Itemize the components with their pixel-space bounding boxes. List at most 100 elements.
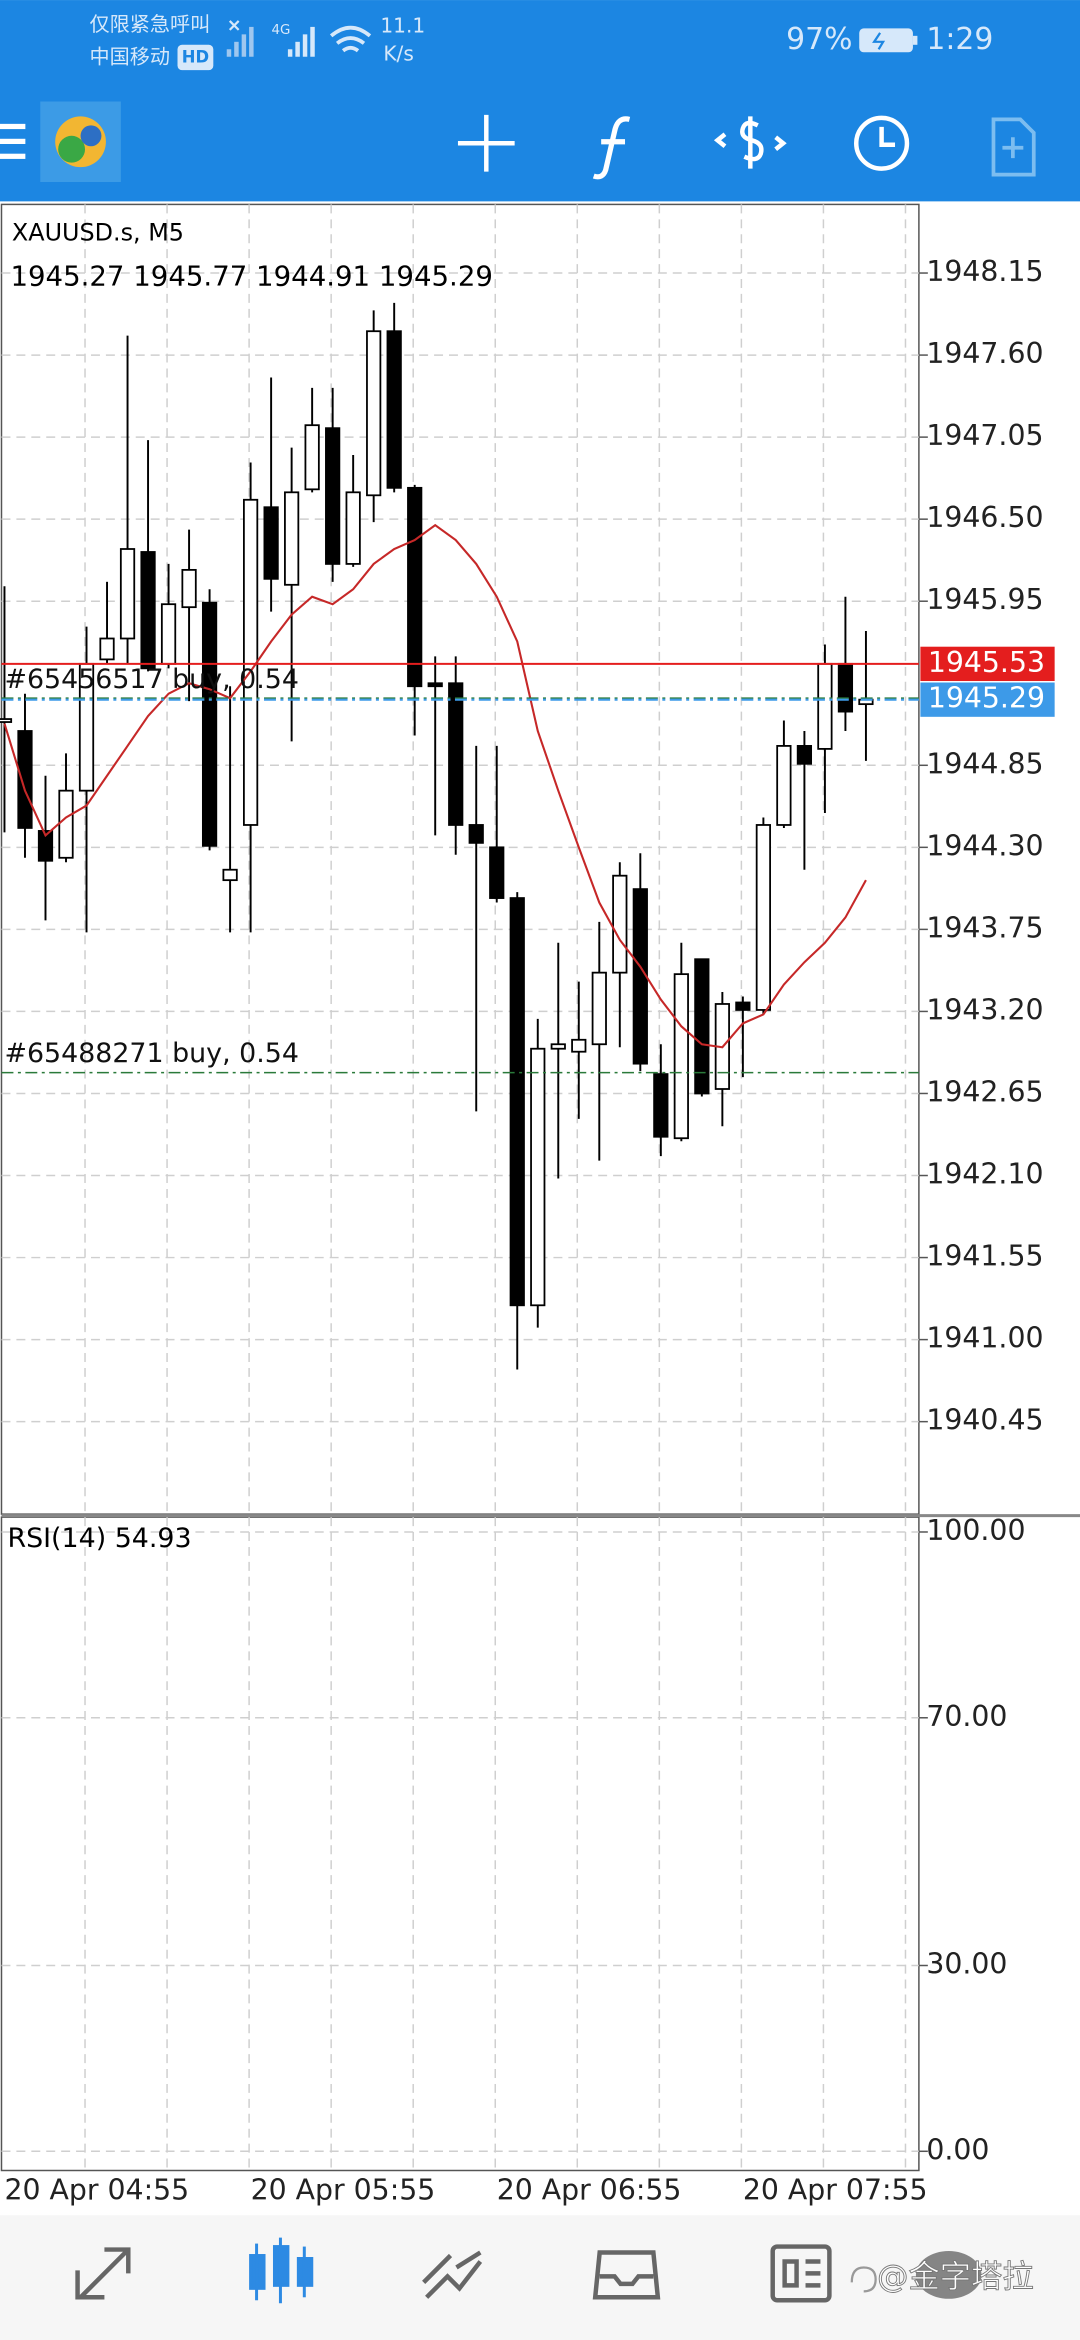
battery-icon xyxy=(859,28,918,53)
candle-body xyxy=(140,551,156,670)
candle-body xyxy=(796,745,813,765)
y-tick-label: 1944.85 xyxy=(926,747,1043,780)
chart-title: XAUUSD.s, M5 xyxy=(12,219,184,247)
signal-2 xyxy=(287,26,315,57)
chat-bubble xyxy=(915,2251,982,2299)
candle-body xyxy=(407,486,423,688)
candle-body xyxy=(284,491,300,586)
candle-body xyxy=(160,603,177,665)
status-battery: 97% xyxy=(786,22,852,57)
candle-body xyxy=(263,506,279,580)
status-carrier: 中国移动 xyxy=(90,45,171,69)
bottom-nav xyxy=(0,2215,1080,2340)
candle-body xyxy=(99,637,115,661)
candle-body xyxy=(612,874,628,974)
moving-average xyxy=(3,523,867,1049)
candle-body xyxy=(222,868,238,882)
y-tick-label: 1941.55 xyxy=(926,1240,1043,1273)
y-tick-label: 1943.75 xyxy=(926,911,1043,944)
crosshair-button[interactable] xyxy=(457,114,515,172)
y-tick-label: 30.00 xyxy=(926,1948,1007,1981)
candle-body xyxy=(817,662,833,750)
candle-body xyxy=(448,682,464,826)
y-tick-label: 1947.60 xyxy=(926,337,1043,370)
candle-body xyxy=(550,1043,566,1050)
x-tick-label: 20 Apr 06:55 xyxy=(497,2173,682,2206)
candle-body xyxy=(509,897,525,1307)
candle-body xyxy=(489,846,505,899)
status-speed-unit: K/s xyxy=(383,42,413,66)
candle-body xyxy=(468,824,484,844)
candle-body xyxy=(735,1001,751,1011)
candle-body xyxy=(632,888,648,1065)
candle-body xyxy=(37,830,54,862)
y-tick-label: 1945.95 xyxy=(926,583,1043,616)
price-tag xyxy=(920,682,1055,717)
candle-body xyxy=(530,1047,546,1307)
candle-body xyxy=(755,824,771,1011)
x-tick-label: 20 Apr 05:55 xyxy=(251,2173,436,2206)
plot-layer: 1948.15 1947.60 1947.05 1946.50 1945.95 1944.… xyxy=(0,204,1055,2206)
candle-body xyxy=(776,745,792,826)
candle-body xyxy=(345,491,361,565)
candle-body xyxy=(201,601,218,847)
candle-body xyxy=(837,662,854,713)
y-tick-label: 1948.15 xyxy=(926,255,1043,288)
y-tick-label: 1941.00 xyxy=(926,1322,1043,1355)
candle-body xyxy=(386,330,402,489)
nav-quotes[interactable] xyxy=(75,2247,131,2300)
ohlc-text: 1945.27 1945.77 1944.91 1945.29 xyxy=(10,260,492,293)
y-tick-label: 1946.50 xyxy=(926,501,1043,534)
app-icon[interactable] xyxy=(40,101,121,183)
x-tick-label: 20 Apr 04:55 xyxy=(4,2173,189,2206)
candle-body xyxy=(673,973,689,1140)
indicators-button[interactable] xyxy=(592,116,631,180)
candle-body xyxy=(181,568,197,609)
y-tick-label: 100.00 xyxy=(926,1514,1025,1547)
menu-button[interactable] xyxy=(0,123,26,159)
nav-news[interactable] xyxy=(770,2244,832,2303)
x-tick-label: 20 Apr 07:55 xyxy=(743,2173,928,2206)
watermark: @金字塔拉 xyxy=(877,2259,1034,2295)
candle-body xyxy=(653,1073,669,1138)
status-emergency: 仅限紧急呼叫 xyxy=(90,12,211,36)
candle-body xyxy=(325,427,341,565)
y-tick-label: 1942.10 xyxy=(926,1158,1043,1191)
watermark-icon xyxy=(850,2266,877,2293)
candle-body xyxy=(243,498,259,826)
order-label: #65488271 buy, 0.54 xyxy=(4,1038,298,1069)
nav-chart[interactable] xyxy=(249,2237,314,2304)
rsi-title: RSI(14) 54.93 xyxy=(7,1523,191,1554)
wifi-icon xyxy=(329,25,372,53)
new-order-button[interactable] xyxy=(991,117,1036,177)
candle-body xyxy=(694,958,710,1095)
candle-body xyxy=(591,971,607,1046)
price-tag-label: 1945.29 xyxy=(928,682,1045,715)
y-tick-label: 0.00 xyxy=(926,2133,989,2166)
y-tick-label: 1944.30 xyxy=(926,829,1043,862)
status-x-icon xyxy=(228,20,240,31)
candle-body xyxy=(58,789,74,859)
nav-history[interactable] xyxy=(592,2250,661,2300)
status-network: 4G xyxy=(271,23,290,38)
status-time: 1:29 xyxy=(926,22,993,57)
hd-badge xyxy=(177,44,214,71)
candle-body xyxy=(571,1038,587,1053)
history-button[interactable] xyxy=(854,115,910,171)
y-tick-label: 1943.20 xyxy=(926,993,1043,1026)
status-speed: 11.1 xyxy=(380,13,425,37)
y-tick-label: 1940.45 xyxy=(926,1404,1043,1437)
price-tag xyxy=(920,646,1055,682)
price-tag-label: 1945.53 xyxy=(928,646,1045,679)
candle-body xyxy=(427,682,443,688)
y-tick-label: 70.00 xyxy=(926,1700,1007,1733)
y-tick-label: 1942.65 xyxy=(926,1075,1043,1108)
order-label: #65456517 buy, 0.54 xyxy=(4,664,298,695)
y-tick-label: 1947.05 xyxy=(926,419,1043,452)
nav-trade[interactable] xyxy=(422,2250,483,2299)
candle-body xyxy=(366,330,382,497)
trade-button[interactable] xyxy=(713,116,787,169)
candle-body xyxy=(304,424,320,491)
